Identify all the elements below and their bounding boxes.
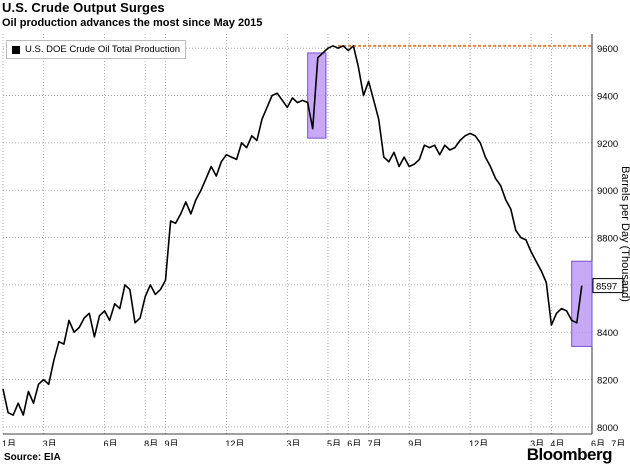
chart-svg: 8000820084008600880090009200940096001月 ……: [2, 34, 630, 461]
x-tick-label: 3月 …: [530, 439, 556, 446]
series-line: [2, 45, 583, 416]
x-tick-label: 12月 …: [469, 439, 500, 446]
x-tick-label: 3月 …: [43, 439, 69, 446]
x-tick-label: 6月 …: [104, 439, 130, 446]
x-tick-label: 5月 …: [327, 439, 353, 446]
highlight-box: [571, 260, 593, 347]
y-tick-label: 8800: [597, 234, 618, 245]
chart-title: U.S. Crude Output Surges: [2, 0, 165, 15]
y-tick-label: 9200: [597, 139, 618, 150]
y-tick-label: 9600: [597, 44, 618, 55]
y-tick-label: 9400: [597, 92, 618, 103]
x-tick-label: 12月 …: [225, 439, 256, 446]
legend-label: U.S. DOE Crude Oil Total Production: [25, 44, 181, 55]
x-tick-label: 1月 …: [2, 439, 28, 446]
legend-swatch: [12, 45, 20, 54]
x-tick-label: 8月 …: [144, 439, 170, 446]
legend: U.S. DOE Crude Oil Total Production: [6, 40, 187, 59]
x-tick-label: 3月 …: [286, 439, 312, 446]
y-axis-title: Barrels per Day (Thousand): [619, 166, 630, 302]
y-tick-label: 8400: [597, 328, 618, 339]
y-tick-label: 8200: [597, 376, 618, 387]
brand-logo-text: Bloomberg: [526, 445, 613, 464]
x-tick-label: 6月 …: [591, 439, 617, 446]
x-tick-label: 9月 …: [408, 439, 434, 446]
last-value-label: 8597: [596, 282, 617, 293]
chart-subtitle: Oil production advances the most since M…: [2, 17, 263, 29]
chart-area: 8000820084008600880090009200940096001月 ……: [0, 34, 630, 461]
x-tick-label: 6月 …: [347, 439, 373, 446]
highlight-box: [307, 52, 327, 139]
x-tick-label: 9月 …: [164, 439, 190, 446]
x-tick-label: 4月 …: [550, 439, 576, 446]
y-tick-label: 8000: [597, 423, 618, 434]
last-value-badge: [592, 278, 624, 294]
x-tick-label: 7月 …: [368, 439, 394, 446]
x-tick-label: 7月 …: [611, 439, 630, 446]
source-note: Source: EIA: [4, 452, 61, 463]
y-tick-label: 9000: [597, 186, 618, 197]
